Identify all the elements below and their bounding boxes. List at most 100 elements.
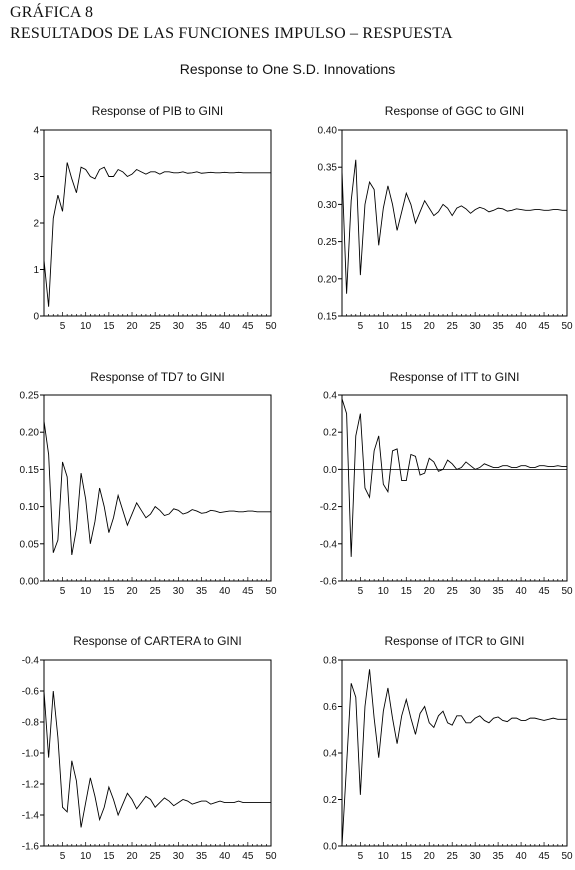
response-line	[341, 398, 567, 557]
x-tick-label: 15	[103, 851, 115, 862]
x-tick-label: 40	[219, 586, 231, 597]
chart-panel-6: Response of ITCR to GINI 0.0 0.2 0.4 0.6 0.8 5…	[323, 634, 573, 862]
x-tick-label: 25	[150, 586, 162, 597]
y-tick-label: 0.4	[323, 391, 337, 402]
figure-subtitle: Response to One S.D. Innovations	[179, 61, 396, 77]
x-tick-label: 50	[561, 321, 573, 332]
y-tick-label: 0.15	[318, 312, 338, 323]
chart-title: Response of TD7 to GINI	[90, 370, 225, 384]
y-tick-label: 0.15	[20, 465, 40, 476]
y-tick-label: -0.6	[22, 687, 40, 698]
chart-title: Response of PIB to GINI	[92, 104, 223, 118]
chart-panel-5: Response of CARTERA to GINI -1.6 -1.4 -1.2 -…	[22, 634, 277, 862]
plot-frame	[341, 394, 568, 582]
x-tick-label: 10	[378, 851, 390, 862]
chart-title: Response of CARTERA to GINI	[73, 634, 242, 648]
x-tick-label: 10	[80, 586, 92, 597]
y-tick-label: 0.8	[323, 656, 337, 667]
y-tick-label: 0.35	[318, 163, 338, 174]
figure-label: GRÁFICA 8	[10, 4, 94, 21]
x-tick-label: 40	[219, 321, 231, 332]
y-tick-label: 0.4	[323, 749, 337, 760]
x-tick-label: 30	[173, 586, 185, 597]
response-line	[341, 669, 567, 847]
chart-panel-3: Response of TD7 to GINI 0.00 0.05 0.10 0.15 0…	[20, 370, 277, 597]
plot-frame	[43, 659, 272, 847]
response-line	[341, 159, 567, 294]
y-tick-label: -0.8	[22, 718, 40, 729]
x-tick-label: 25	[447, 586, 459, 597]
x-tick-label: 30	[470, 586, 482, 597]
x-tick-label: 35	[493, 586, 505, 597]
x-tick-label: 50	[265, 321, 277, 332]
y-tick-label: -0.2	[320, 502, 338, 513]
y-tick-label: -0.4	[22, 656, 40, 667]
y-tick-label: 0.05	[20, 539, 40, 550]
chart-title: Response of GGC to GINI	[385, 104, 524, 118]
plot-frame	[43, 129, 272, 317]
x-tick-label: 15	[401, 321, 413, 332]
y-tick-label: 0.0	[323, 842, 337, 853]
x-tick-label: 20	[424, 586, 436, 597]
plot-frame	[43, 394, 272, 582]
x-tick-label: 10	[80, 851, 92, 862]
y-tick-label: -1.4	[22, 811, 40, 822]
y-tick-label: 0	[33, 312, 39, 323]
x-tick-label: 25	[447, 321, 459, 332]
y-tick-label: 0.2	[323, 428, 337, 439]
y-tick-label: 3	[33, 172, 39, 183]
y-tick-label: -1.0	[22, 749, 40, 760]
y-tick-label: 0.25	[20, 391, 40, 402]
x-tick-label: 5	[60, 586, 66, 597]
x-tick-label: 50	[561, 586, 573, 597]
y-tick-label: 0.25	[318, 237, 338, 248]
x-tick-label: 35	[493, 321, 505, 332]
x-tick-label: 25	[150, 321, 162, 332]
response-line	[43, 690, 271, 828]
x-tick-label: 30	[470, 321, 482, 332]
x-tick-label: 20	[424, 321, 436, 332]
x-tick-label: 45	[242, 321, 254, 332]
plot-frame	[341, 129, 568, 317]
x-tick-label: 15	[103, 321, 115, 332]
y-tick-label: 0.40	[318, 126, 338, 137]
x-tick-label: 45	[538, 586, 550, 597]
chart-title: Response of ITCR to GINI	[384, 634, 524, 648]
x-tick-label: 5	[358, 586, 364, 597]
x-tick-label: 35	[493, 851, 505, 862]
x-tick-label: 15	[103, 586, 115, 597]
x-tick-label: 5	[358, 851, 364, 862]
x-tick-label: 5	[60, 851, 66, 862]
response-line	[43, 162, 271, 307]
y-tick-label: -0.6	[320, 577, 338, 588]
x-tick-label: 30	[470, 851, 482, 862]
x-tick-label: 25	[150, 851, 162, 862]
y-tick-label: 0.30	[318, 200, 338, 211]
y-tick-label: 1	[33, 265, 39, 276]
x-tick-label: 50	[265, 586, 277, 597]
x-tick-label: 10	[80, 321, 92, 332]
x-tick-label: 20	[126, 851, 138, 862]
x-tick-label: 40	[219, 851, 231, 862]
chart-panel-2: Response of GGC to GINI 0.15 0.20 0.25 0.30 0…	[318, 104, 573, 332]
x-tick-label: 10	[378, 586, 390, 597]
x-tick-label: 5	[60, 321, 66, 332]
x-tick-label: 40	[516, 586, 528, 597]
response-line	[43, 420, 271, 556]
x-tick-label: 30	[173, 851, 185, 862]
x-tick-label: 20	[126, 586, 138, 597]
plot-frame	[341, 659, 568, 847]
y-tick-label: 0.6	[323, 702, 337, 713]
x-tick-label: 20	[126, 321, 138, 332]
x-tick-label: 45	[242, 586, 254, 597]
x-tick-label: 15	[401, 586, 413, 597]
chart-panel-4: Response of ITT to GINI -0.6 -0.4 -0.2 0.0 0.…	[320, 370, 573, 597]
y-tick-label: 4	[33, 126, 39, 137]
x-tick-label: 45	[538, 851, 550, 862]
x-tick-label: 40	[516, 851, 528, 862]
x-tick-label: 25	[447, 851, 459, 862]
y-tick-label: 0.20	[20, 428, 40, 439]
x-tick-label: 40	[516, 321, 528, 332]
